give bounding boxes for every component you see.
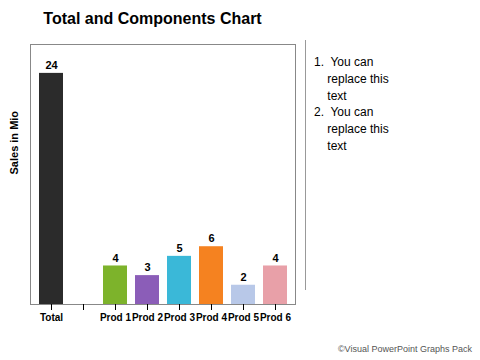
svg-text:Sales in Mio: Sales in Mio xyxy=(8,111,20,175)
html-text:©Visual PowerPoint Graphs Pack: ©Visual PowerPoint Graphs Pack xyxy=(338,344,472,354)
svg-text:Prod 5: Prod 5 xyxy=(228,312,260,323)
svg-text:Total: Total xyxy=(40,312,63,323)
html-text:Total and Components Chart: Total and Components Chart xyxy=(43,10,262,27)
svg-text:5: 5 xyxy=(176,242,182,254)
svg-text:Prod 3: Prod 3 xyxy=(164,312,196,323)
svg-text:4: 4 xyxy=(112,252,119,264)
svg-text:Prod 2: Prod 2 xyxy=(132,312,164,323)
svg-text:24: 24 xyxy=(45,59,58,71)
svg-text:Prod 6: Prod 6 xyxy=(260,312,292,323)
html-text:1. You can replace this text 2: 1. You can replace this text 2. You can … xyxy=(314,55,389,153)
svg-text:2: 2 xyxy=(240,271,246,283)
svg-text:Prod 4: Prod 4 xyxy=(196,312,228,323)
svg-text:4: 4 xyxy=(272,252,279,264)
svg-text:6: 6 xyxy=(208,232,214,244)
svg-text:3: 3 xyxy=(144,261,150,273)
svg-text:Prod 1: Prod 1 xyxy=(100,312,132,323)
